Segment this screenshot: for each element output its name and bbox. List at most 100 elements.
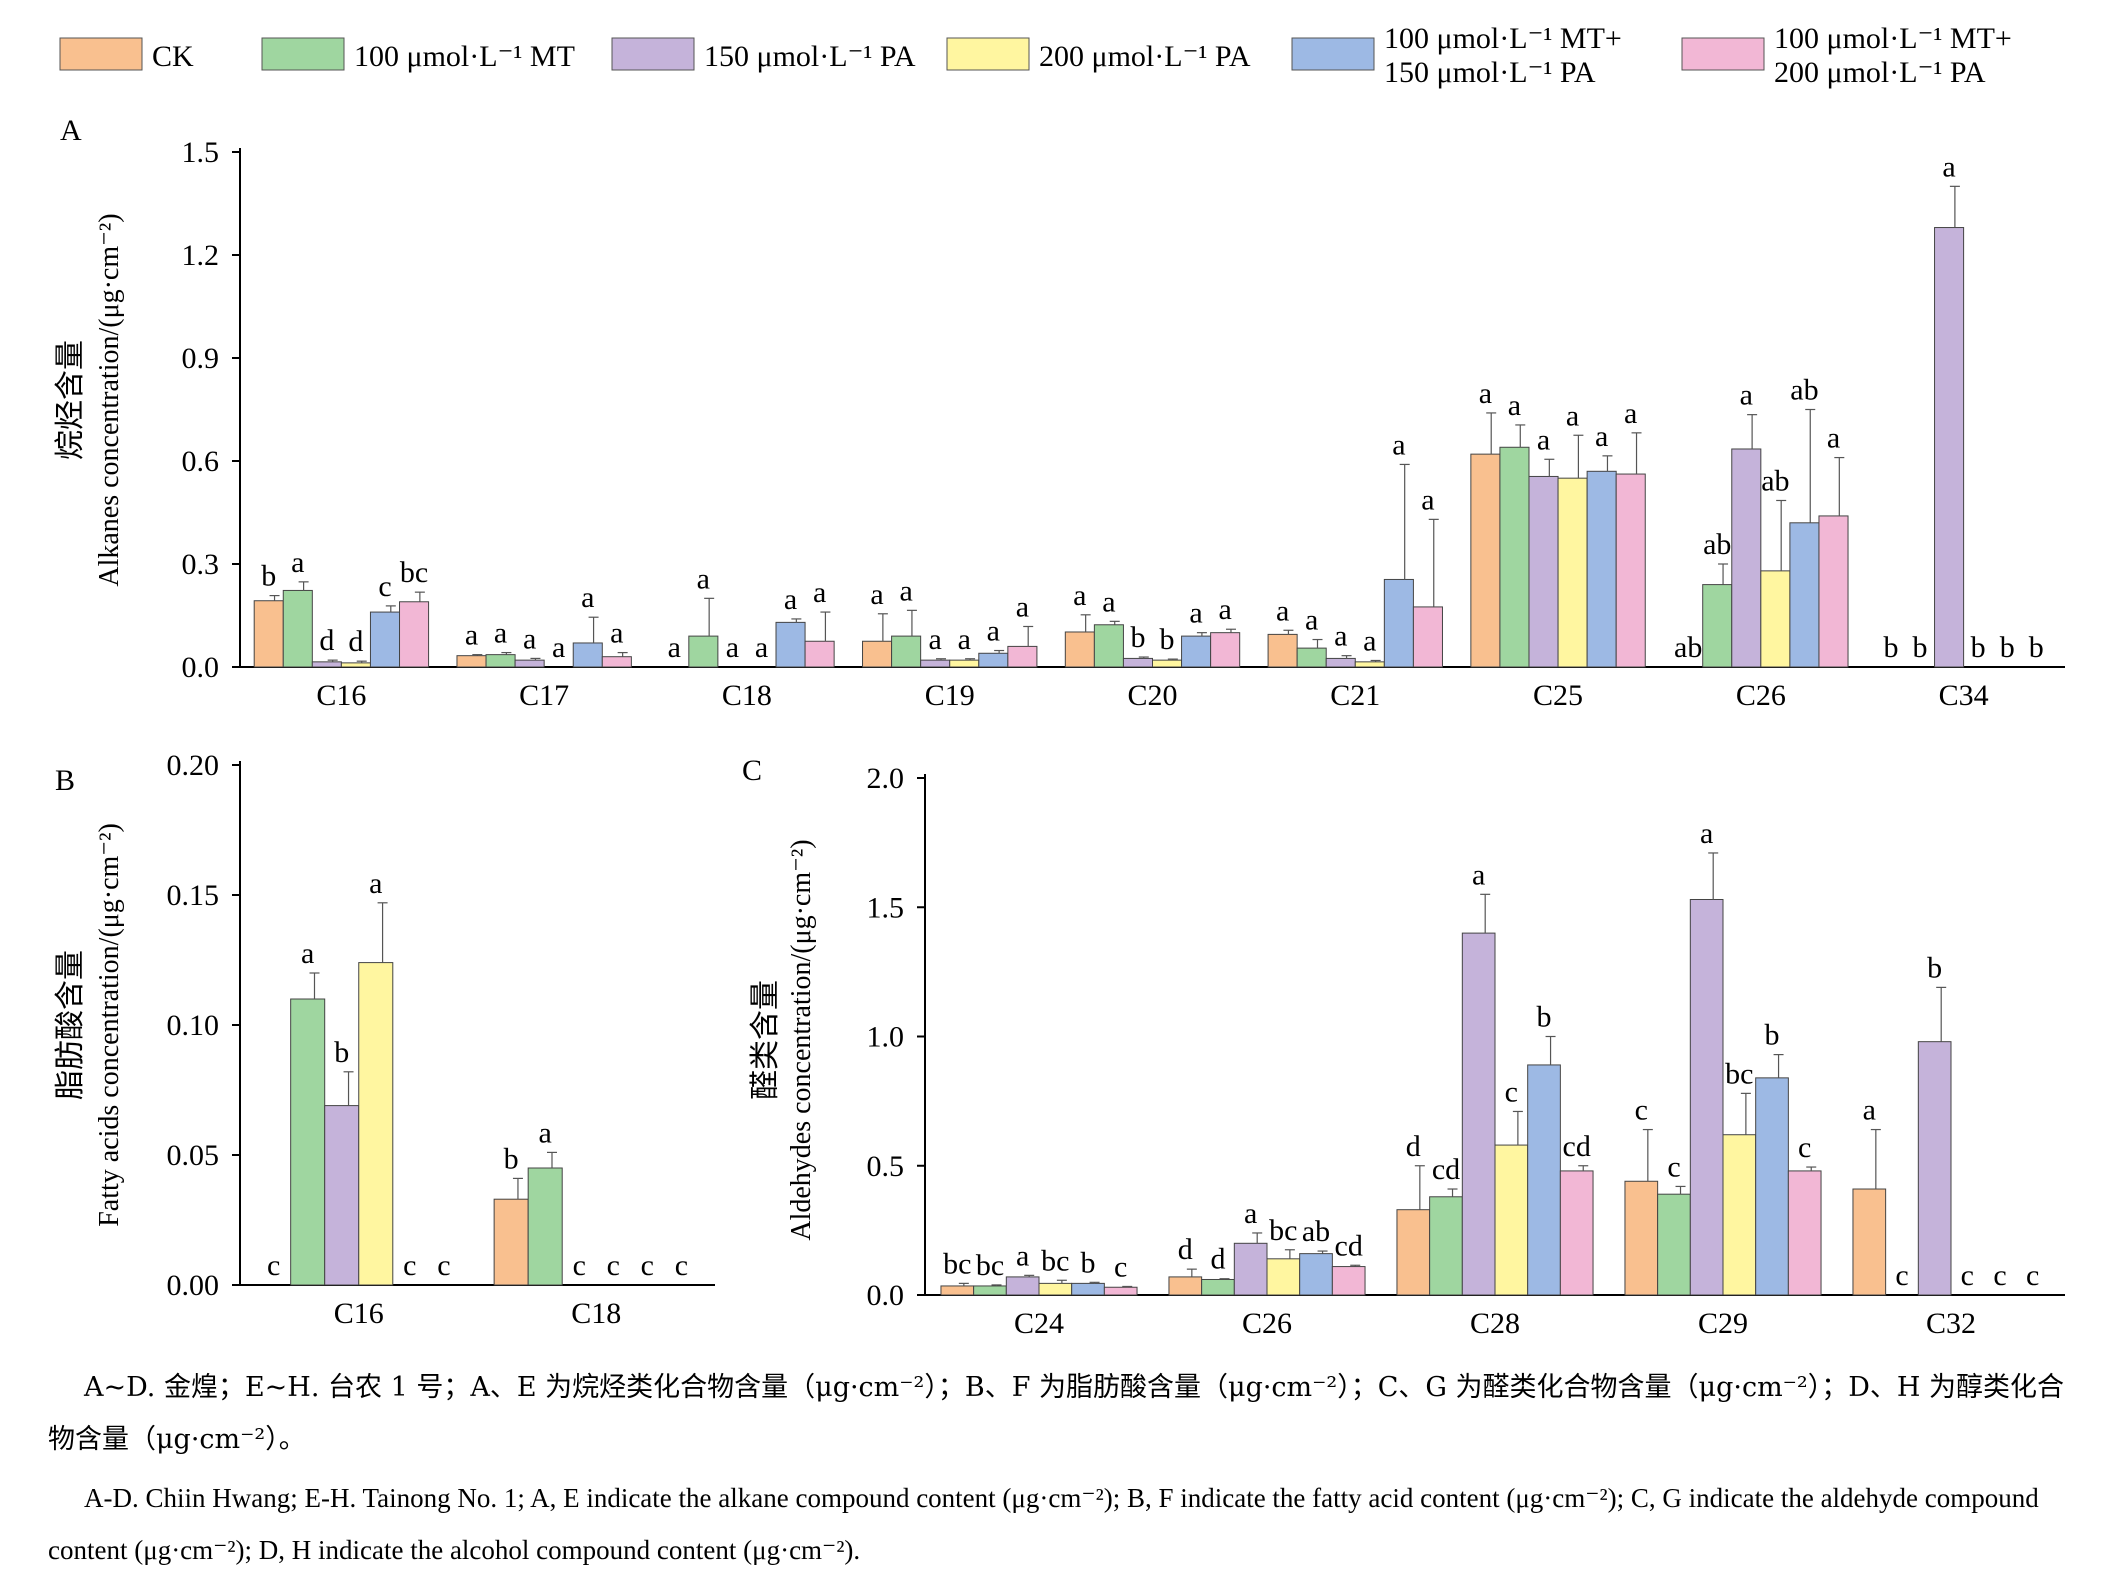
- bar: [978, 652, 1009, 668]
- significance-letter: ab: [1674, 631, 1702, 664]
- bar: [369, 611, 401, 668]
- significance-letter: c: [267, 1249, 280, 1282]
- significance-letter: a: [465, 619, 478, 652]
- significance-letter: bc: [943, 1247, 971, 1280]
- significance-letter: a: [1863, 1094, 1876, 1127]
- bar: [1396, 1209, 1431, 1296]
- legend-label: 200 μmol·L⁻¹ PA: [1039, 40, 1251, 73]
- bar: [1210, 632, 1241, 668]
- bar: [1557, 477, 1588, 668]
- bar: [485, 654, 516, 668]
- x-tick-label: C18: [722, 679, 772, 712]
- bar: [688, 635, 719, 668]
- significance-letter: a: [1421, 483, 1434, 516]
- legend-label: CK: [152, 40, 194, 73]
- significance-letter: c: [1114, 1250, 1127, 1283]
- significance-letter: b: [1160, 623, 1175, 656]
- significance-letter: c: [2026, 1259, 2039, 1292]
- bar: [1299, 1253, 1333, 1296]
- legend-swatch: [946, 37, 1030, 71]
- y-tick-label: 0.20: [167, 749, 220, 782]
- bar: [1266, 1258, 1301, 1296]
- significance-letter: a: [987, 615, 1000, 648]
- significance-letter: b: [1971, 631, 1986, 664]
- x-tick-label: C20: [1127, 679, 1177, 712]
- significance-letter: a: [301, 937, 314, 970]
- legend-item: CK: [59, 37, 194, 73]
- significance-letter: a: [1102, 585, 1115, 618]
- x-tick-label: C24: [1014, 1307, 1064, 1340]
- significance-letter: a: [581, 581, 594, 614]
- bar: [1005, 1276, 1040, 1296]
- significance-letter: d: [1178, 1233, 1193, 1266]
- legend-swatch: [1681, 37, 1765, 71]
- bar: [949, 659, 980, 668]
- x-tick-label: C29: [1698, 1307, 1748, 1340]
- significance-letter: b: [334, 1036, 349, 1069]
- legend-item: 100 μmol·L⁻¹ MT: [261, 37, 575, 73]
- y-tick-label: 1.5: [867, 891, 905, 924]
- significance-letter: a: [1334, 620, 1347, 653]
- bar: [340, 662, 371, 668]
- y-tick-label: 0.3: [182, 548, 220, 581]
- bar: [358, 962, 394, 1286]
- caption-chinese: A~D. 金煌；E~H. 台农 1 号；A、E 为烷烃类化合物含量（μg·cm⁻…: [48, 1372, 2065, 1455]
- significance-letter: a: [1700, 817, 1713, 850]
- legend-item: 100 μmol·L⁻¹ MT+ 150 μmol·L⁻¹ PA: [1291, 22, 1622, 89]
- y-axis-label: Alkanes concentration/(μg·cm⁻²): [94, 213, 125, 586]
- bar: [1064, 631, 1095, 668]
- significance-letter: a: [1363, 624, 1376, 657]
- bar: [1657, 1193, 1691, 1296]
- bar: [1152, 659, 1183, 668]
- significance-letter: a: [813, 576, 826, 609]
- bar: [253, 600, 284, 668]
- significance-letter: a: [668, 631, 681, 664]
- bar: [311, 661, 342, 668]
- bar: [862, 640, 893, 668]
- bar: [572, 642, 603, 668]
- bar: [527, 1167, 563, 1286]
- legend-item: 150 μmol·L⁻¹ PA: [611, 37, 916, 73]
- bar: [1586, 470, 1617, 668]
- significance-letter: a: [755, 631, 768, 664]
- x-tick-label: C16: [316, 679, 366, 712]
- bar: [1615, 473, 1646, 668]
- bar: [1122, 657, 1153, 668]
- chart-panel-a: A 0.0 0.3 0.6 0.9 1.2 1.5 烷烃含量 Alkanes concentra…: [53, 114, 2065, 712]
- bar: [804, 640, 835, 668]
- bar: [1201, 1278, 1235, 1296]
- bar: [973, 1285, 1007, 1296]
- bar: [1731, 448, 1762, 668]
- bar: [1429, 1196, 1463, 1296]
- bar: [940, 1285, 975, 1296]
- significance-letter: c: [573, 1249, 586, 1282]
- bar: [1103, 1286, 1138, 1296]
- bar: [1624, 1180, 1659, 1296]
- significance-letter: c: [1961, 1259, 1974, 1292]
- significance-letter: a: [784, 583, 797, 616]
- bar: [493, 1198, 529, 1286]
- significance-letter: ab: [1790, 374, 1818, 407]
- significance-letter: a: [1218, 593, 1231, 626]
- significance-letter: ab: [1302, 1215, 1330, 1248]
- significance-letter: c: [403, 1249, 416, 1282]
- significance-letter: a: [610, 617, 623, 650]
- bar: [1325, 657, 1356, 668]
- significance-letter: b: [2029, 631, 2044, 664]
- significance-letter: c: [378, 570, 391, 603]
- significance-letter: a: [1942, 150, 1955, 183]
- y-axis-label: Aldehydes concentration/(μg·cm⁻²): [786, 839, 817, 1240]
- legend-swatch: [261, 37, 345, 71]
- significance-letter: a: [929, 623, 942, 656]
- significance-letter: bc: [1725, 1057, 1753, 1090]
- significance-letter: b: [1927, 951, 1942, 984]
- significance-letter: a: [1827, 422, 1840, 455]
- significance-letter: a: [1479, 377, 1492, 410]
- significance-letter: c: [1635, 1094, 1648, 1127]
- bar: [1934, 227, 1965, 668]
- significance-letter: a: [1392, 428, 1405, 461]
- significance-letter: b: [1883, 631, 1898, 664]
- significance-letter: c: [1667, 1150, 1680, 1183]
- significance-letter: a: [1073, 579, 1086, 612]
- y-axis-label-zh: 醛类含量: [748, 980, 783, 1100]
